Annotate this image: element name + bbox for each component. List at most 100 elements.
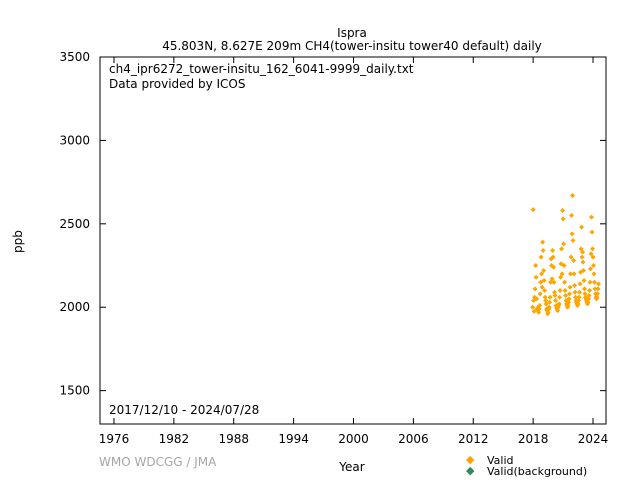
data-point: [533, 274, 539, 280]
data-point: [569, 231, 575, 237]
data-point: [560, 216, 566, 222]
legend-valid-label: Valid: [487, 454, 514, 467]
data-point: [559, 271, 565, 277]
data-point: [592, 286, 598, 292]
data-point: [589, 229, 595, 235]
data-point: [568, 271, 574, 277]
data-point: [555, 308, 561, 314]
data-point: [587, 279, 593, 285]
data-point: [591, 263, 597, 269]
data-point: [542, 288, 548, 294]
data-point: [561, 241, 567, 247]
x-tick-label: 2006: [398, 432, 429, 446]
data-point: [586, 296, 592, 302]
data-point: [547, 299, 553, 305]
data-point: [542, 294, 548, 300]
data-point: [594, 294, 600, 300]
data-point: [572, 283, 578, 289]
data-point: [537, 291, 543, 297]
data-point: [545, 309, 551, 315]
data-point: [536, 306, 542, 312]
chart-title: Ispra: [337, 26, 367, 40]
data-point: [585, 299, 591, 305]
data-point: [536, 309, 542, 315]
data-point: [561, 263, 567, 269]
legend-background-marker: ◆: [466, 464, 475, 477]
data-point: [530, 207, 536, 213]
x-axis-label: Year: [339, 460, 365, 474]
data-point: [590, 246, 596, 252]
data-point: [547, 294, 553, 300]
data-point: [567, 284, 573, 290]
y-tick-label: 2500: [59, 217, 90, 231]
data-point: [579, 224, 585, 230]
data-point: [596, 281, 602, 287]
data-point: [581, 268, 587, 274]
data-point: [579, 254, 585, 260]
legend-valid-marker: ◆: [466, 453, 475, 466]
data-point: [588, 266, 594, 272]
data-point: [551, 264, 557, 270]
data-point: [570, 192, 576, 198]
data-point: [537, 303, 543, 309]
data-point: [541, 268, 547, 274]
data-point: [595, 286, 601, 292]
data-point: [539, 284, 545, 290]
data-point: [557, 294, 563, 300]
data-point: [572, 289, 578, 295]
data-point: [571, 258, 577, 264]
data-point: [580, 249, 586, 255]
y-tick-label: 1500: [59, 384, 90, 398]
data-point: [576, 294, 582, 300]
data-point: [550, 248, 556, 254]
x-tick-label: 1976: [99, 432, 130, 446]
x-tick-label: 2024: [578, 432, 609, 446]
data-point: [573, 294, 579, 300]
data-point: [543, 301, 549, 307]
data-point: [587, 288, 593, 294]
data-point: [588, 251, 594, 257]
data-point: [546, 304, 552, 310]
data-point: [556, 301, 562, 307]
data-point: [538, 254, 544, 260]
data-point: [586, 293, 592, 299]
data-point: [541, 278, 547, 284]
data-point: [553, 298, 559, 304]
y-axis: 1500 2000 2500 3000 3500: [59, 50, 606, 398]
x-tick-label: 2012: [458, 432, 489, 446]
data-point: [589, 214, 595, 220]
data-point: [577, 289, 583, 295]
data-point: [540, 248, 546, 254]
data-point: [551, 279, 557, 285]
data-point: [552, 293, 558, 299]
data-point: [580, 259, 586, 265]
data-point: [562, 288, 568, 294]
chart-subtitle: 45.803N, 8.627E 209m CH4(tower-insitu to…: [162, 39, 542, 53]
data-point: [581, 278, 587, 284]
data-point: [569, 212, 575, 218]
data-point: [540, 239, 546, 245]
data-point: [582, 286, 588, 292]
data-point: [567, 291, 573, 297]
data-point: [595, 291, 601, 297]
y-tick-label: 3500: [59, 50, 90, 64]
data-points: [530, 192, 602, 317]
data-point: [533, 263, 539, 269]
data-point: [576, 298, 582, 304]
data-point: [571, 271, 577, 277]
x-tick-label: 1982: [159, 432, 190, 446]
data-point: [557, 288, 563, 294]
data-point: [570, 238, 576, 243]
data-point: [563, 293, 569, 299]
data-point: [582, 291, 588, 297]
data-point: [534, 296, 540, 302]
data-point: [562, 279, 568, 285]
data-point: [559, 246, 565, 252]
data-point: [560, 207, 566, 213]
plot-frame: [99, 56, 607, 425]
data-point: [532, 286, 538, 292]
x-tick-label: 1994: [278, 432, 309, 446]
y-axis-label: ppb: [11, 230, 25, 253]
x-tick-label: 2018: [518, 432, 549, 446]
